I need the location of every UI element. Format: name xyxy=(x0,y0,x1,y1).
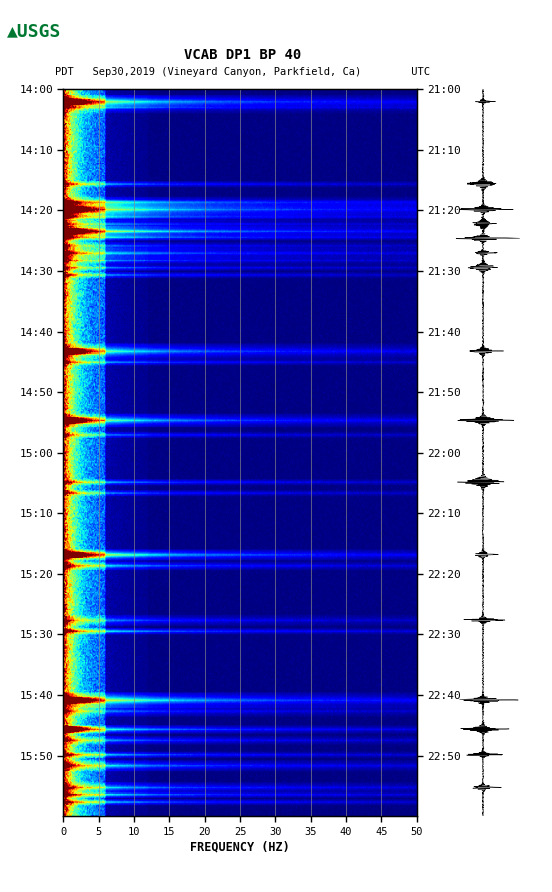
Text: VCAB DP1 BP 40: VCAB DP1 BP 40 xyxy=(184,48,301,62)
X-axis label: FREQUENCY (HZ): FREQUENCY (HZ) xyxy=(190,841,290,854)
Text: PDT   Sep30,2019 (Vineyard Canyon, Parkfield, Ca)        UTC: PDT Sep30,2019 (Vineyard Canyon, Parkfie… xyxy=(55,67,431,77)
Text: ▲USGS: ▲USGS xyxy=(7,22,61,40)
